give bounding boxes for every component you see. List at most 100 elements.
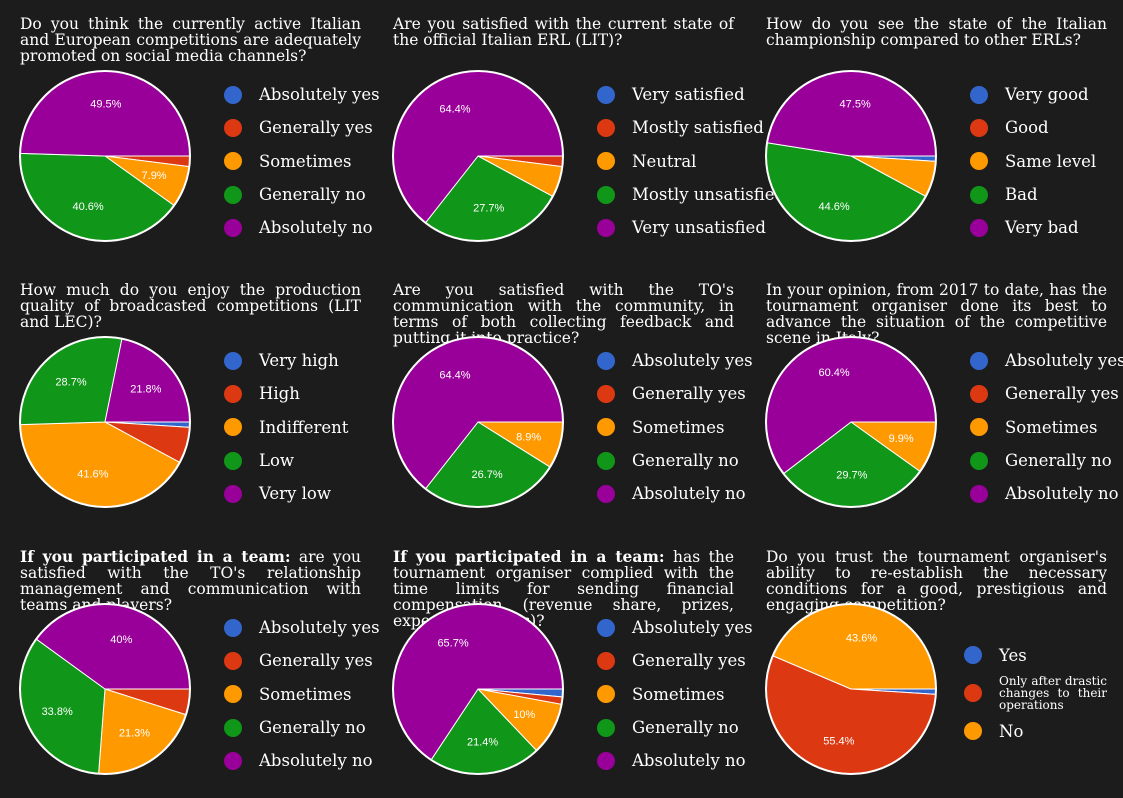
- pie-slice-5[interactable]: [19, 70, 191, 157]
- legend-label: Mostly unsatisfied: [632, 185, 786, 205]
- legend-item[interactable]: Generally no: [224, 178, 380, 211]
- legend-color-swatch: [224, 418, 242, 437]
- legend-label: Yes: [999, 645, 1027, 665]
- legend-label: Very high: [259, 351, 339, 371]
- legend-item[interactable]: Good: [970, 111, 1096, 144]
- legend-color-swatch: [224, 85, 242, 104]
- legend-label: Generally no: [1005, 451, 1112, 471]
- slice-percent-label: 7.9%: [142, 170, 167, 182]
- slice-percent-label: 47.5%: [840, 98, 871, 110]
- question-text: In your opinion, from 2017 to date, has …: [766, 282, 1107, 346]
- legend-item[interactable]: Absolutely no: [970, 477, 1123, 510]
- legend-item[interactable]: Very bad: [970, 211, 1096, 244]
- legend-item[interactable]: Generally yes: [597, 644, 753, 677]
- legend-item[interactable]: Very low: [224, 477, 348, 510]
- legend-item[interactable]: No: [964, 716, 1107, 746]
- legend-item[interactable]: Very high: [224, 344, 348, 377]
- slice-percent-label: 55.4%: [823, 735, 854, 747]
- legend-color-swatch: [224, 118, 242, 137]
- legend-color-swatch: [970, 451, 988, 470]
- legend-item[interactable]: Only after drastic changes to their oper…: [964, 670, 1107, 716]
- legend-color-swatch: [224, 451, 242, 470]
- legend-item[interactable]: Generally no: [224, 711, 380, 744]
- legend-label: Bad: [1005, 185, 1038, 205]
- legend-color-swatch: [224, 651, 242, 670]
- legend-label: Sometimes: [259, 151, 352, 171]
- pie-chart: 8.9% 26.7% 64.4%: [392, 336, 564, 508]
- legend-label: Absolutely yes: [632, 351, 753, 371]
- slice-percent-label: 29.7%: [836, 470, 867, 482]
- legend-color-swatch: [964, 722, 982, 740]
- legend-color-swatch: [224, 218, 242, 237]
- legend-item[interactable]: Absolutely yes: [970, 344, 1123, 377]
- legend-item[interactable]: Indifferent: [224, 411, 348, 444]
- question-text: If you participated in a team: are you s…: [20, 549, 361, 614]
- legend-label: Low: [259, 451, 295, 471]
- legend-label: Absolutely yes: [259, 85, 380, 105]
- legend-item[interactable]: Sometimes: [597, 411, 753, 444]
- legend-item[interactable]: Generally yes: [597, 377, 753, 410]
- legend-item[interactable]: Neutral: [597, 145, 785, 178]
- pie-outline: [765, 603, 937, 775]
- legend-item[interactable]: Sometimes: [224, 145, 380, 178]
- legend-color-swatch: [597, 85, 615, 104]
- legend-label: Absolutely yes: [632, 618, 753, 638]
- legend-item[interactable]: Absolutely no: [597, 477, 753, 510]
- pie-chart: 7.9% 40.6% 49.5%: [19, 70, 191, 242]
- question-text: Do you think the currently active Italia…: [20, 16, 361, 64]
- legend-item[interactable]: Very satisfied: [597, 78, 785, 111]
- survey-chart-4: How much do you enjoy the production qua…: [19, 266, 380, 531]
- legend-item[interactable]: Generally no: [597, 444, 753, 477]
- chart-legend: Absolutely yes Generally yes Sometimes Gene…: [597, 611, 753, 777]
- legend-item[interactable]: Absolutely no: [224, 211, 380, 244]
- legend-item[interactable]: Absolutely yes: [224, 78, 380, 111]
- legend-item[interactable]: Sometimes: [224, 678, 380, 711]
- legend-color-swatch: [597, 185, 615, 204]
- survey-chart-9: Do you trust the tournament organiser's …: [765, 533, 1123, 798]
- slice-percent-label: 33.8%: [42, 706, 73, 718]
- legend-label: Sometimes: [259, 684, 352, 704]
- chart-legend: Absolutely yes Generally yes Sometimes Gene…: [224, 78, 380, 244]
- legend-item[interactable]: Absolutely yes: [597, 344, 753, 377]
- legend-item[interactable]: High: [224, 377, 348, 410]
- legend-color-swatch: [224, 351, 242, 370]
- legend-item[interactable]: Generally yes: [224, 644, 380, 677]
- legend-item[interactable]: Sometimes: [597, 678, 753, 711]
- legend-item[interactable]: Same level: [970, 145, 1096, 178]
- legend-label: High: [259, 384, 300, 404]
- legend-item[interactable]: Mostly unsatisfied: [597, 178, 785, 211]
- legend-item[interactable]: Yes: [964, 640, 1107, 670]
- slice-percent-label: 41.6%: [77, 468, 108, 480]
- legend-item[interactable]: Very good: [970, 78, 1096, 111]
- legend-color-swatch: [970, 418, 988, 437]
- legend-item[interactable]: Absolutely no: [224, 744, 380, 777]
- chart-legend: Very good Good Same level Bad Very bad: [970, 78, 1096, 244]
- legend-color-swatch: [970, 152, 988, 171]
- legend-label: Mostly satisfied: [632, 118, 764, 138]
- legend-item[interactable]: Generally no: [970, 444, 1123, 477]
- legend-item[interactable]: Low: [224, 444, 348, 477]
- chart-legend: Absolutely yes Generally yes Sometimes Gene…: [597, 344, 753, 510]
- slice-percent-label: 49.5%: [90, 98, 121, 110]
- legend-color-swatch: [970, 218, 988, 237]
- legend-color-swatch: [970, 351, 988, 370]
- slice-percent-label: 28.7%: [55, 377, 86, 389]
- legend-color-swatch: [224, 618, 242, 637]
- legend-color-swatch: [970, 384, 988, 403]
- legend-item[interactable]: Sometimes: [970, 411, 1123, 444]
- legend-label: Generally no: [259, 185, 366, 205]
- legend-item[interactable]: Very unsatisfied: [597, 211, 785, 244]
- legend-item[interactable]: Generally yes: [970, 377, 1123, 410]
- legend-item[interactable]: Bad: [970, 178, 1096, 211]
- legend-item[interactable]: Absolutely yes: [597, 611, 753, 644]
- legend-item[interactable]: Absolutely yes: [224, 611, 380, 644]
- chart-legend: Absolutely yes Generally yes Sometimes Gene…: [224, 611, 380, 777]
- legend-color-swatch: [970, 85, 988, 104]
- legend-item[interactable]: Generally yes: [224, 111, 380, 144]
- legend-item[interactable]: Generally no: [597, 711, 753, 744]
- legend-item[interactable]: Absolutely no: [597, 744, 753, 777]
- legend-label: Absolutely no: [259, 751, 373, 771]
- pie-slice-5[interactable]: [766, 70, 937, 157]
- legend-label: Generally yes: [632, 384, 746, 404]
- legend-item[interactable]: Mostly satisfied: [597, 111, 785, 144]
